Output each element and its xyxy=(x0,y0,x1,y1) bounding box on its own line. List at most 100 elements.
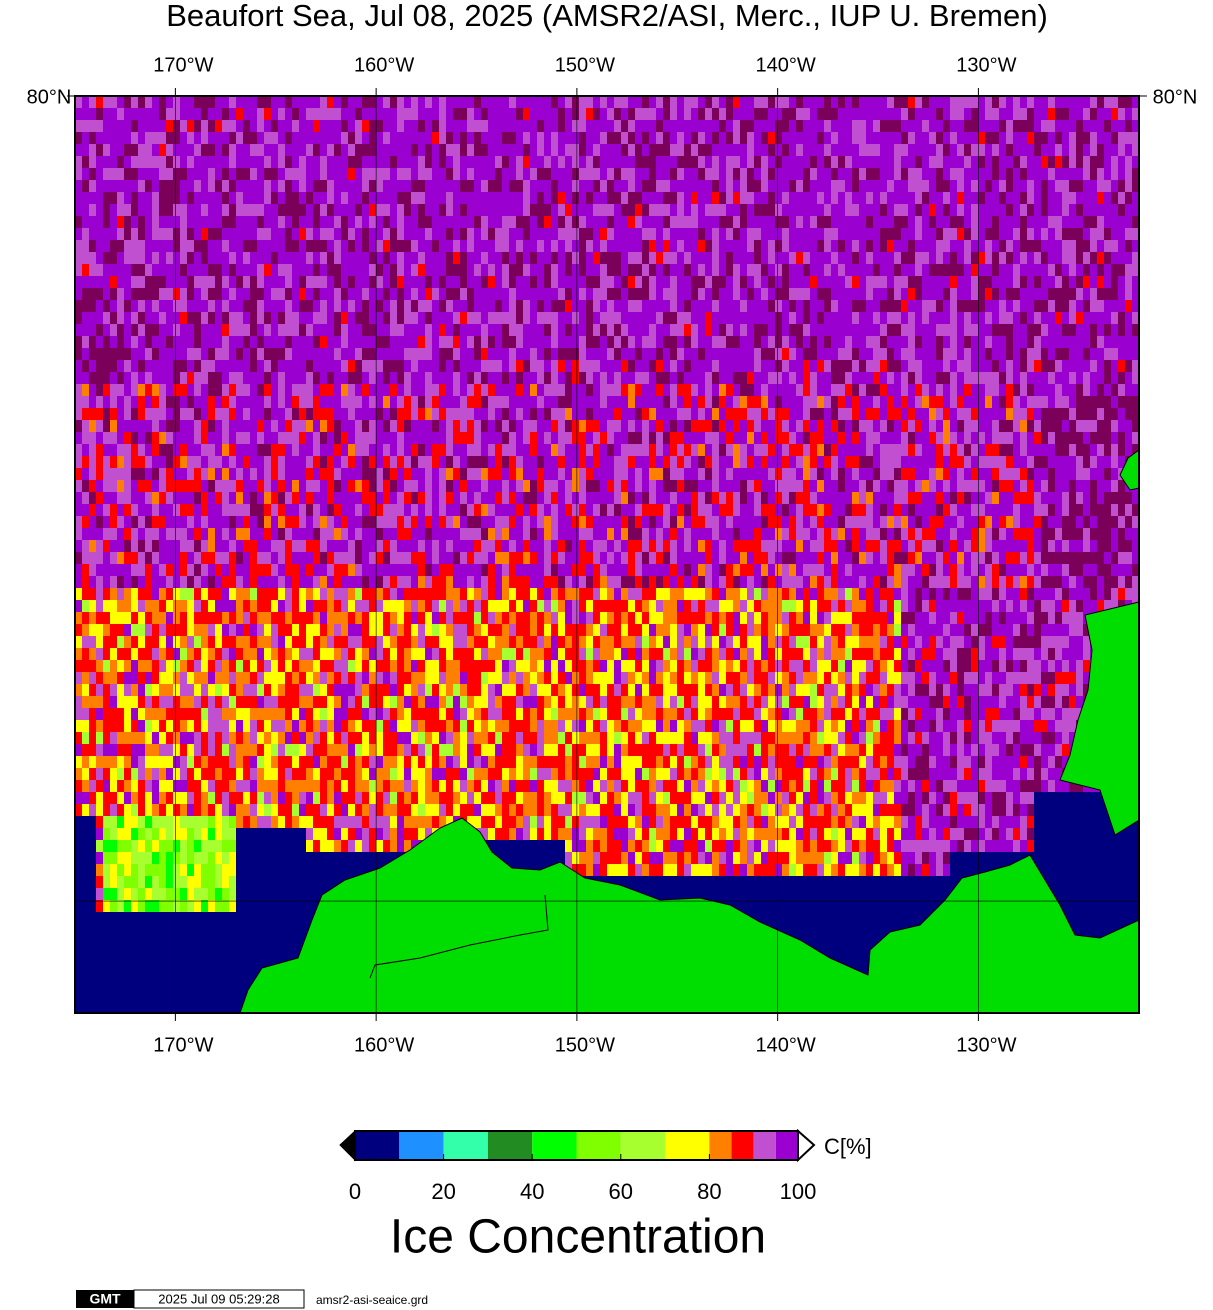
ice-cell xyxy=(306,300,313,312)
ice-cell xyxy=(635,300,642,312)
ice-cell xyxy=(796,192,803,204)
ice-cell xyxy=(761,204,768,216)
ice-cell xyxy=(404,216,411,228)
ice-cell xyxy=(187,396,194,408)
ice-cell xyxy=(901,156,908,168)
ice-cell xyxy=(992,252,999,264)
ice-cell xyxy=(558,264,565,276)
ice-cell xyxy=(621,96,628,108)
ice-cell xyxy=(201,444,208,456)
ice-cell xyxy=(1006,264,1013,276)
ice-cell xyxy=(138,396,145,408)
ice-cell xyxy=(523,396,530,408)
ice-cell xyxy=(432,420,439,432)
ice-cell xyxy=(166,288,173,300)
ice-cell xyxy=(320,204,327,216)
ice-cell xyxy=(544,360,551,372)
ice-cell xyxy=(89,240,96,252)
ice-cell xyxy=(1132,96,1139,108)
ice-cell xyxy=(110,396,117,408)
ice-cell xyxy=(754,432,761,444)
ice-cell xyxy=(831,324,838,336)
ice-cell xyxy=(537,348,544,360)
ice-cell xyxy=(89,180,96,192)
ice-cell xyxy=(810,228,817,240)
ice-cell xyxy=(1132,372,1139,384)
ice-cell xyxy=(950,480,957,492)
ice-cell xyxy=(460,420,467,432)
ice-cell xyxy=(495,180,502,192)
ice-cell xyxy=(439,252,446,264)
ice-cell xyxy=(607,132,614,144)
ice-cell xyxy=(887,288,894,300)
ice-cell xyxy=(649,432,656,444)
ice-cell xyxy=(628,108,635,120)
ice-cell xyxy=(894,444,901,456)
ice-cell xyxy=(264,168,271,180)
ice-cell xyxy=(656,456,663,468)
ice-cell xyxy=(705,216,712,228)
ice-cell xyxy=(628,360,635,372)
ice-cell xyxy=(873,144,880,156)
ice-cell xyxy=(131,396,138,408)
ice-cell xyxy=(523,288,530,300)
ice-cell xyxy=(411,156,418,168)
ice-cell xyxy=(600,276,607,288)
ice-cell xyxy=(894,312,901,324)
ice-cell xyxy=(537,144,544,156)
ice-cell xyxy=(887,276,894,288)
ice-cell xyxy=(537,456,544,468)
ice-cell xyxy=(789,156,796,168)
ice-cell xyxy=(712,204,719,216)
ice-cell xyxy=(684,348,691,360)
ice-cell xyxy=(768,132,775,144)
ice-cell xyxy=(824,480,831,492)
ice-cell xyxy=(488,288,495,300)
ice-cell xyxy=(698,420,705,432)
ice-cell xyxy=(467,480,474,492)
ice-cell xyxy=(999,432,1006,444)
ice-cell xyxy=(719,444,726,456)
ice-cell xyxy=(1069,120,1076,132)
ice-cell xyxy=(152,156,159,168)
ice-cell xyxy=(985,192,992,204)
ice-cell xyxy=(999,288,1006,300)
ice-cell xyxy=(796,480,803,492)
ice-cell xyxy=(971,204,978,216)
ice-cell xyxy=(621,456,628,468)
ice-cell xyxy=(1118,324,1125,336)
ice-cell xyxy=(838,96,845,108)
ice-cell xyxy=(943,276,950,288)
ice-cell xyxy=(957,444,964,456)
ice-cell xyxy=(670,252,677,264)
ice-cell xyxy=(579,168,586,180)
ice-cell xyxy=(411,216,418,228)
ice-cell xyxy=(789,192,796,204)
ice-cell xyxy=(341,444,348,456)
ice-cell xyxy=(852,192,859,204)
ice-cell xyxy=(278,408,285,420)
ice-cell xyxy=(432,132,439,144)
ice-cell xyxy=(614,204,621,216)
ice-cell xyxy=(285,120,292,132)
ice-cell xyxy=(257,444,264,456)
ice-cell xyxy=(943,132,950,144)
ice-cell xyxy=(1097,408,1104,420)
ice-cell xyxy=(495,348,502,360)
ice-cell xyxy=(1048,348,1055,360)
ice-cell xyxy=(859,192,866,204)
ice-cell xyxy=(796,276,803,288)
ice-cell xyxy=(845,396,852,408)
ice-cell xyxy=(908,288,915,300)
ice-cell xyxy=(453,372,460,384)
ice-cell xyxy=(698,312,705,324)
ice-cell xyxy=(978,252,985,264)
ice-cell xyxy=(670,444,677,456)
ice-cell xyxy=(124,372,131,384)
ice-cell xyxy=(250,228,257,240)
ice-cell xyxy=(110,372,117,384)
ice-cell xyxy=(173,216,180,228)
ice-cell xyxy=(845,252,852,264)
ice-cell xyxy=(663,264,670,276)
ice-cell xyxy=(544,456,551,468)
